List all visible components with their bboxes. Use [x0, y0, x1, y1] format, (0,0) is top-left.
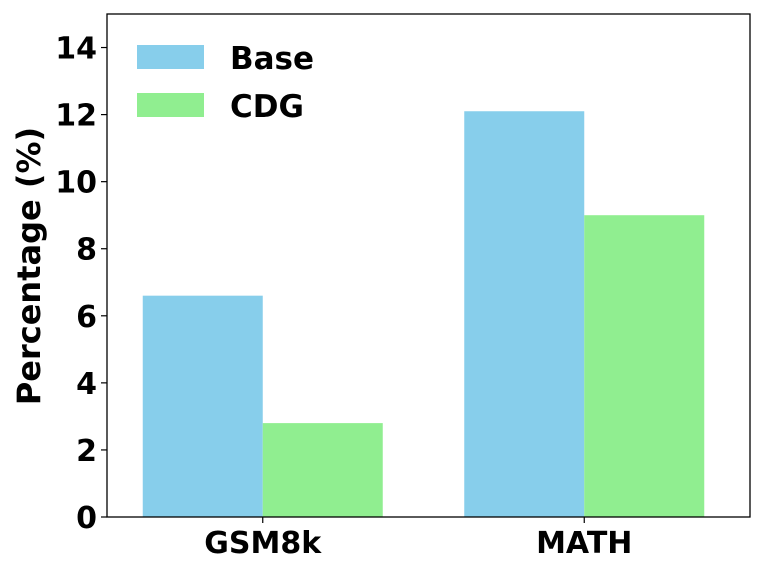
bar-base-gsm8k	[142, 295, 263, 517]
y-tick-label: 14	[55, 32, 97, 67]
bar-cdg-math	[584, 215, 705, 517]
legend-swatch-base	[137, 45, 204, 69]
y-tick-label: 6	[76, 300, 97, 335]
legend: Base CDG	[137, 41, 314, 125]
y-axis-title: Percentage (%)	[10, 127, 48, 405]
y-tick-label: 4	[76, 367, 97, 402]
bar-base-math	[464, 111, 585, 517]
plot-frame	[106, 13, 751, 518]
x-tick-label: GSM8k	[204, 526, 322, 561]
legend-label-cdg: CDG	[230, 89, 304, 125]
ticks-group: 0 2 4 6 8 10 12 14 GSM8k MATH	[55, 32, 632, 561]
x-tick-label: MATH	[536, 526, 632, 561]
y-tick-label: 8	[76, 233, 97, 268]
y-tick-label: 2	[76, 434, 97, 469]
legend-label-base: Base	[230, 41, 314, 77]
y-tick-label: 12	[55, 99, 97, 134]
legend-swatch-cdg	[137, 93, 204, 117]
y-tick-label: 10	[55, 166, 97, 201]
bars-group	[142, 111, 705, 517]
bar-cdg-gsm8k	[262, 423, 383, 517]
y-tick-label: 0	[76, 501, 97, 536]
